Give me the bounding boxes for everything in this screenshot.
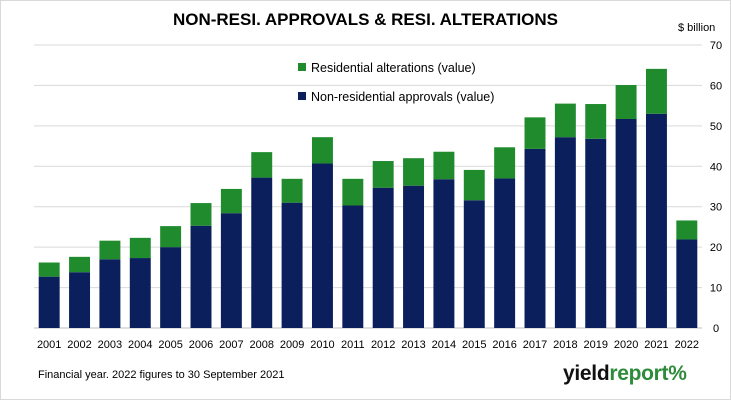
x-tick-labels: 2001 2002 2003 2004 2005 2006 2007 2008 2009 2010… [37, 339, 699, 351]
bar-non-residential [676, 239, 698, 328]
x-tick-label: 2007 [219, 339, 243, 351]
x-tick-label: 2012 [371, 339, 395, 351]
bar-residential-alterations [524, 117, 546, 149]
bar-residential-alterations [372, 161, 394, 188]
bar-residential-alterations [38, 262, 60, 277]
bar-non-residential [220, 213, 242, 328]
legend-swatch [298, 92, 306, 100]
x-tick-label: 2005 [158, 339, 182, 351]
x-tick-label: 2001 [37, 339, 61, 351]
bar-residential-alterations [554, 103, 576, 138]
x-tick-label: 2016 [492, 339, 516, 351]
bar-residential-alterations [99, 240, 121, 260]
bar-non-residential [585, 138, 607, 328]
bar-residential-alterations [433, 151, 455, 180]
logo-text-report: report [609, 362, 669, 385]
bar-residential-alterations [585, 104, 607, 139]
bar-residential-alterations [615, 85, 637, 119]
bar-non-residential [615, 118, 637, 328]
bar-residential-alterations [463, 169, 485, 201]
x-tick-label: 2014 [432, 339, 456, 351]
y-tick-label: 60 [710, 80, 722, 92]
bar-residential-alterations [160, 226, 182, 248]
x-tick-label: 2006 [189, 339, 213, 351]
x-tick-label: 2018 [553, 339, 577, 351]
y-tick-label: 20 [710, 242, 722, 254]
bar-non-residential [190, 225, 212, 328]
x-tick-label: 2002 [67, 339, 91, 351]
bar-non-residential [463, 200, 485, 328]
chart-title: NON-RESI. APPROVALS & RESI. ALTERATIONS [172, 10, 559, 29]
bar-non-residential [524, 148, 546, 328]
bar-non-residential [281, 202, 303, 328]
bar-non-residential [129, 258, 151, 328]
x-tick-label: 2021 [644, 339, 668, 351]
bar-non-residential [251, 177, 273, 328]
bar-residential-alterations [190, 203, 212, 226]
bar-residential-alterations [281, 178, 303, 203]
bar-non-residential [311, 163, 333, 328]
x-tick-label: 2019 [583, 339, 607, 351]
legend-swatch [298, 63, 306, 71]
legend-label: Non-residential approvals (value) [311, 90, 494, 104]
legend-label: Residential alterations (value) [311, 61, 476, 75]
bar-residential-alterations [494, 147, 516, 179]
y-tick-label: 30 [710, 202, 722, 214]
x-tick-label: 2008 [249, 339, 273, 351]
bar-non-residential [554, 137, 576, 328]
yieldreport-logo: yieldreport% [563, 362, 687, 386]
bar-non-residential [494, 178, 516, 328]
bar-residential-alterations [403, 158, 425, 186]
bars [38, 68, 698, 328]
bar-non-residential [69, 272, 91, 328]
bar-non-residential [99, 259, 121, 328]
bar-non-residential [342, 205, 364, 328]
bar-residential-alterations [220, 188, 242, 214]
x-tick-label: 2009 [280, 339, 304, 351]
x-tick-label: 2004 [128, 339, 152, 351]
logo-percent-icon: % [668, 362, 687, 385]
y-tick-label: 40 [710, 161, 722, 173]
logo-text-yield: yield [563, 362, 610, 385]
chart-footnote: Financial year. 2022 figures to 30 Septe… [38, 369, 285, 381]
x-tick-label: 2013 [401, 339, 425, 351]
bar-residential-alterations [645, 68, 667, 114]
x-tick-label: 2010 [310, 339, 334, 351]
x-tick-label: 2011 [341, 339, 365, 351]
y-tick-label: 50 [710, 121, 722, 133]
y-tick-label: 10 [710, 283, 722, 295]
bar-non-residential [433, 179, 455, 328]
bar-residential-alterations [129, 237, 151, 259]
bar-non-residential [160, 247, 182, 328]
y-tick-label: 70 [710, 40, 722, 52]
bar-residential-alterations [311, 137, 333, 164]
bar-residential-alterations [251, 152, 273, 178]
x-tick-label: 2003 [98, 339, 122, 351]
bar-residential-alterations [69, 256, 91, 273]
x-tick-label: 2017 [523, 339, 547, 351]
x-tick-label: 2020 [614, 339, 638, 351]
bar-residential-alterations [342, 178, 364, 206]
y-tick-label: 0 [713, 323, 719, 335]
y-axis-unit-label: $ billion [678, 22, 716, 34]
bar-residential-alterations [676, 220, 698, 240]
legend: Residential alterations (value) Non-resid… [298, 61, 494, 104]
x-tick-label: 2022 [675, 339, 699, 351]
bar-non-residential [403, 185, 425, 328]
bar-non-residential [372, 187, 394, 328]
bar-non-residential [645, 113, 667, 328]
bar-non-residential [38, 276, 60, 328]
y-tick-labels: 0 10 20 30 40 50 60 70 [710, 40, 722, 335]
x-tick-label: 2015 [462, 339, 486, 351]
